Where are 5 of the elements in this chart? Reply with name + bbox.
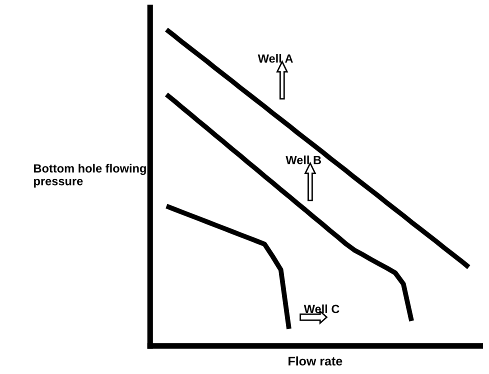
annotation: Well B xyxy=(286,156,322,164)
annotation: Well A xyxy=(258,54,293,63)
x-axis-title: Flow rate xyxy=(288,356,342,366)
annotation: Well C xyxy=(304,304,340,314)
y-axis-title: Bottom hole flowing pressure xyxy=(34,164,146,188)
